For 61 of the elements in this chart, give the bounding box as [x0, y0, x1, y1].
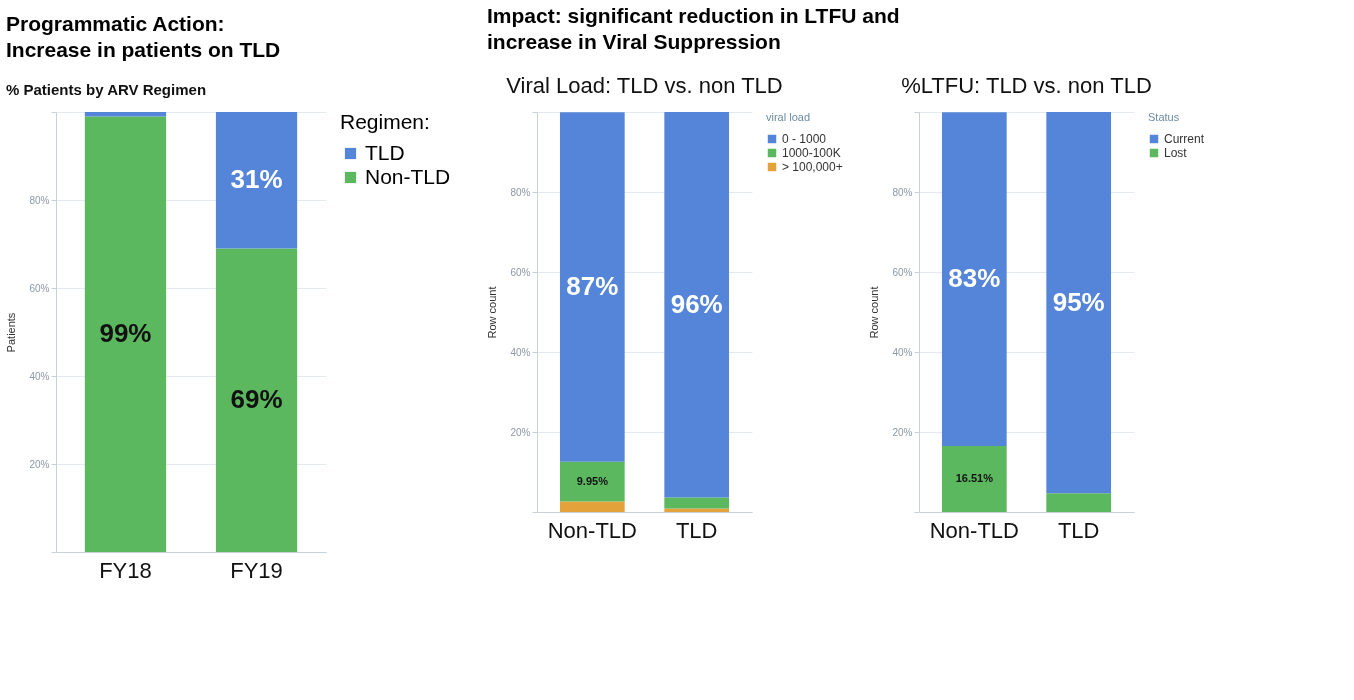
x-tick-label: Non-TLD	[929, 517, 1019, 543]
y-tick-label: 80%	[892, 186, 913, 198]
bar	[1046, 112, 1112, 494]
y-tick-label: 20%	[892, 426, 913, 438]
x-tick-label: FY19	[230, 557, 283, 583]
y-tick-label: 40%	[510, 346, 531, 358]
y-tick-label: 80%	[29, 194, 50, 206]
x-tick-label: TLD	[1057, 517, 1100, 543]
text: Increase in patients on TLD	[5, 37, 281, 61]
y-tick-label: 60%	[29, 282, 50, 294]
y-axis-title: Patients	[5, 312, 18, 353]
legend-label: TLD	[365, 140, 405, 164]
y-tick-label: 60%	[892, 266, 913, 278]
data-label: 31%	[230, 164, 283, 195]
bar	[664, 112, 730, 498]
bar	[664, 508, 730, 512]
bar	[559, 461, 625, 502]
y-tick-label: 40%	[892, 346, 913, 358]
y-tick-label: 20%	[29, 458, 50, 470]
y-tick-label: 60%	[510, 266, 531, 278]
chart-title: %LTFU: TLD vs. non TLD	[901, 72, 1152, 98]
data-label: 95%	[1052, 286, 1105, 317]
x-tick-label: Non-TLD	[547, 517, 637, 543]
data-label: 69%	[230, 384, 283, 415]
y-tick-label: 20%	[510, 426, 531, 438]
x-tick-label: FY18	[99, 557, 152, 583]
legend-label: Lost	[1164, 146, 1188, 160]
legend-title: Regimen:	[340, 110, 430, 133]
data-label: 87%	[566, 271, 619, 301]
bar	[664, 497, 730, 509]
legend-label: Current	[1164, 132, 1205, 146]
text: increase in Viral Suppression	[486, 29, 781, 53]
y-axis-title: Row count	[486, 286, 499, 339]
legend-title: viral load	[766, 111, 811, 123]
legend-label: Non-TLD	[365, 164, 451, 188]
bar	[215, 112, 298, 249]
bar	[559, 112, 625, 462]
bar	[559, 501, 625, 512]
y-tick-label: 80%	[510, 186, 531, 198]
bar	[84, 116, 167, 552]
legend-title: Status	[1148, 111, 1180, 123]
bar	[215, 248, 298, 552]
data-label: 9.95%	[576, 474, 609, 487]
data-label: 16.51%	[955, 471, 994, 484]
data-label: 96%	[670, 288, 723, 319]
text: Programmatic Action:	[5, 11, 225, 35]
legend-label: > 100,000+	[782, 160, 843, 174]
chart-title: Viral Load: TLD vs. non TLD	[506, 72, 783, 98]
data-label: 83%	[948, 263, 1001, 294]
x-tick-label: TLD	[675, 517, 718, 543]
chart-title: % Patients by ARV Regimen	[5, 80, 207, 98]
text: Impact: significant reduction in LTFU and	[486, 3, 900, 27]
data-label: 99%	[99, 318, 152, 349]
legend-label: 0 - 1000	[782, 132, 827, 146]
bar	[84, 112, 167, 117]
y-axis-title: Row count	[868, 286, 881, 339]
bar	[941, 112, 1007, 446]
bar	[1046, 493, 1112, 512]
y-tick-label: 40%	[29, 370, 50, 382]
bar	[941, 445, 1007, 512]
legend-label: 1000-100K	[782, 146, 841, 160]
